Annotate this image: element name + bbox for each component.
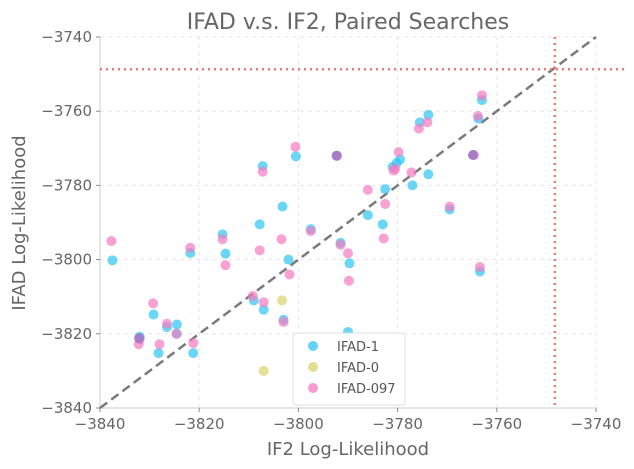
- point-ifad-097: [422, 117, 433, 128]
- point-ifad-1: [377, 219, 388, 230]
- point-ifad-097: [154, 339, 165, 350]
- point-ifad-1: [277, 201, 288, 212]
- point-ifad-097: [476, 90, 487, 101]
- legend-label: IFAD-1: [337, 340, 379, 355]
- point-overlap: [134, 333, 145, 344]
- axes: [99, 37, 596, 409]
- chart-title: IFAD v.s. IF2, Paired Searches: [187, 10, 510, 35]
- point-ifad-097: [188, 338, 199, 349]
- point-ifad-097: [380, 198, 391, 209]
- reference-lines: [99, 35, 626, 410]
- point-ifad-097: [390, 163, 401, 174]
- point-ifad-097: [148, 298, 159, 309]
- x-axis-label: IF2 Log-Likelihood: [267, 439, 429, 460]
- point-ifad-1: [423, 169, 434, 180]
- data-points: [106, 90, 487, 376]
- x-tick-label: −3800: [273, 415, 324, 433]
- point-ifad-097: [185, 242, 196, 253]
- legend-label: IFAD-097: [337, 382, 396, 397]
- legend-label: IFAD-0: [337, 361, 379, 376]
- y-tick-label: −3740: [41, 28, 92, 46]
- point-ifad-097: [171, 328, 182, 339]
- point-ifad-1: [254, 219, 265, 230]
- point-ifad-1: [407, 180, 418, 191]
- point-ifad-097: [258, 297, 269, 308]
- point-ifad-097: [335, 239, 346, 250]
- x-tick-label: −3760: [471, 415, 522, 433]
- point-ifad-097: [343, 275, 354, 286]
- point-ifad-097: [444, 201, 455, 212]
- point-ifad-097: [106, 236, 117, 247]
- y-axis-label: IFAD Log-Likelihood: [9, 135, 30, 310]
- point-ifad-097: [343, 248, 353, 259]
- point-ifad-1: [283, 254, 294, 265]
- point-ifad-097: [290, 141, 301, 152]
- point-ifad-1: [148, 309, 159, 320]
- point-ifad-1: [362, 210, 373, 221]
- point-ifad-097: [220, 260, 231, 271]
- x-tick-label: −3740: [571, 415, 622, 433]
- point-ifad-097: [161, 318, 172, 329]
- diagonal-reference-line: [99, 35, 597, 410]
- point-overlap: [331, 150, 342, 161]
- legend-box: [292, 332, 406, 406]
- point-ifad-1: [153, 348, 164, 359]
- point-ifad-097: [278, 316, 289, 327]
- point-ifad-097: [413, 123, 424, 134]
- y-tick-label: −3780: [41, 176, 92, 194]
- point-ifad-1: [344, 258, 355, 269]
- y-tick-label: −3800: [41, 251, 92, 269]
- tick-labels: −3840 −3820 −3800 −3780 −3760 −3740 −3840 −3820…: [41, 28, 621, 433]
- point-ifad-097: [362, 184, 373, 195]
- point-ifad-0: [277, 295, 288, 306]
- point-ifad-097: [247, 290, 258, 301]
- point-ifad-097: [257, 166, 268, 177]
- point-ifad-097: [474, 262, 485, 273]
- point-ifad-1: [290, 151, 301, 162]
- legend: IFAD-1 IFAD-0 IFAD-097: [292, 332, 406, 406]
- point-overlap: [467, 149, 478, 160]
- legend-marker: [308, 341, 318, 351]
- point-ifad-1: [423, 109, 434, 120]
- x-tick-label: −3780: [372, 415, 423, 433]
- x-tick-label: −3840: [75, 415, 126, 433]
- point-ifad-097: [406, 167, 417, 178]
- x-tick-label: −3820: [174, 415, 225, 433]
- y-tick-label: −3820: [41, 325, 92, 343]
- point-ifad-0: [258, 365, 269, 376]
- point-ifad-1: [258, 304, 269, 315]
- y-tick-label: −3760: [41, 102, 92, 120]
- point-ifad-097: [472, 111, 483, 122]
- point-ifad-1: [107, 255, 118, 266]
- point-ifad-097: [276, 234, 287, 245]
- point-ifad-1: [220, 248, 231, 259]
- point-ifad-097: [217, 234, 228, 245]
- point-ifad-097: [378, 233, 389, 244]
- point-ifad-097: [393, 147, 404, 158]
- point-ifad-1: [380, 184, 391, 195]
- point-ifad-1: [395, 154, 406, 165]
- point-ifad-1: [171, 319, 182, 330]
- point-ifad-1: [188, 348, 199, 359]
- y-tick-label: −3840: [41, 399, 92, 417]
- point-ifad-097: [254, 245, 265, 256]
- legend-marker: [308, 383, 318, 393]
- legend-marker: [308, 362, 318, 372]
- point-ifad-097: [284, 269, 295, 280]
- point-ifad-097: [305, 226, 316, 237]
